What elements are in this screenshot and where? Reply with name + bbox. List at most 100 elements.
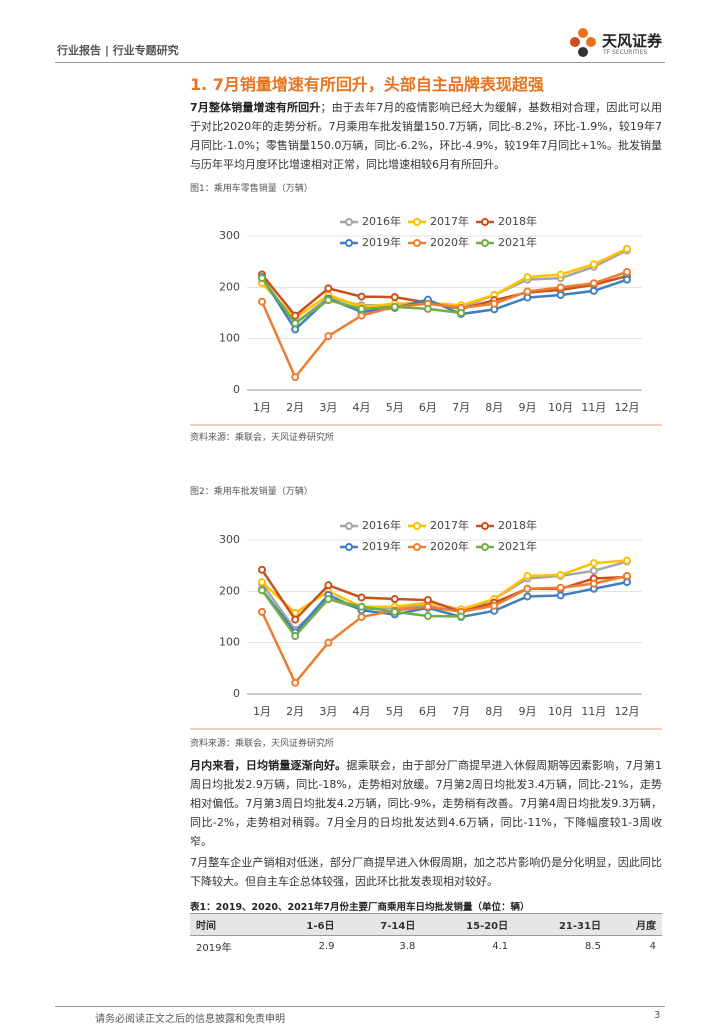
data-point xyxy=(291,373,300,382)
table-cell: 4.1 xyxy=(492,941,509,952)
data-point xyxy=(258,607,266,616)
data-point xyxy=(324,638,333,647)
legend-label: 2021年 xyxy=(498,539,537,553)
data-point xyxy=(589,559,598,568)
legend-label: 2019年 xyxy=(362,235,401,249)
x-tick-label: 8月 xyxy=(485,401,503,414)
data-point xyxy=(423,596,432,605)
legend-label: 2018年 xyxy=(498,518,537,532)
x-tick-label: 10月 xyxy=(548,705,573,718)
para-text: 7月整车企业产销相对低迷，部分厂商提早进入休假周期，加之芯片影响仍是分化明显，因… xyxy=(190,856,662,888)
section-title: 1. 7月销量增速有所回升，头部自主品牌表现超强 xyxy=(190,75,544,94)
table-cell: 月度 xyxy=(636,921,656,932)
table-cell: 15-20日 xyxy=(466,921,509,932)
chart: 0 100 200 300 1月 2月 3月 4月 5月 6月 7月 8月 9月 10月 11月 12月 201… xyxy=(190,518,662,730)
legend-swatch xyxy=(413,239,421,247)
data-point xyxy=(589,286,598,295)
x-tick-label: 12月 xyxy=(615,401,640,414)
data-point xyxy=(357,593,366,602)
footer-rule xyxy=(55,1006,665,1007)
y-tick-label: 200 xyxy=(219,280,240,293)
x-tick-label: 12月 xyxy=(615,705,640,718)
table-cell: 2019年 xyxy=(196,943,232,954)
header-rule xyxy=(55,62,665,63)
data-point xyxy=(324,581,333,590)
data-point xyxy=(291,325,300,334)
data-point xyxy=(523,273,532,282)
figure-caption: 图1：乘用车零售销量（万辆） xyxy=(190,184,313,194)
data-point xyxy=(258,565,266,574)
data-point xyxy=(623,571,631,580)
legend-label: 2017年 xyxy=(430,518,469,532)
data-point xyxy=(556,583,565,592)
x-tick-label: 7月 xyxy=(452,401,470,414)
table-cell: 8.5 xyxy=(585,941,601,952)
data-point xyxy=(258,297,266,306)
table-cell: 时间 xyxy=(196,921,216,932)
table-caption: 表1：2019、2020、2021年7月份主要厂商乘用车日均批发销量（单位：辆） xyxy=(190,902,530,913)
data-point xyxy=(589,260,598,269)
data-point xyxy=(623,275,631,284)
logo-en: TF SECURITIES xyxy=(603,49,648,56)
legend-swatch xyxy=(413,522,421,530)
x-tick-label: 10月 xyxy=(548,401,573,414)
data-point xyxy=(623,578,631,587)
table-header: 时间 1-6日 7-14日 15-20日 21-31日 月度 xyxy=(190,913,662,936)
table-cell: 21-31日 xyxy=(558,921,601,932)
data-point xyxy=(490,601,499,610)
x-tick-label: 6月 xyxy=(419,401,437,414)
logo-name: 天风证券 xyxy=(602,32,663,50)
data-point xyxy=(623,267,631,276)
report-subtype: 行业专题研究 xyxy=(112,44,179,57)
series-line xyxy=(261,247,628,320)
series-line xyxy=(260,270,628,380)
data-point xyxy=(258,274,266,283)
table-cell: 3.8 xyxy=(399,941,416,952)
legend-label: 2016年 xyxy=(362,518,401,532)
y-tick-label: 0 xyxy=(233,383,240,396)
para-lead: 7月整体销量增速有所回升 xyxy=(190,101,321,114)
legend-swatch xyxy=(481,218,489,226)
legend-label: 2020年 xyxy=(430,235,469,249)
data-point xyxy=(390,293,399,302)
x-tick-label: 8月 xyxy=(485,705,503,718)
x-tick-label: 1月 xyxy=(253,401,271,414)
data-point xyxy=(556,291,565,300)
y-tick-label: 300 xyxy=(219,533,240,546)
header: 行业报告 | 行业专题研究 xyxy=(57,44,179,57)
data-point xyxy=(291,311,300,320)
data-point xyxy=(523,293,532,302)
data-point xyxy=(556,570,565,579)
data-point xyxy=(357,304,366,313)
x-tick-label: 9月 xyxy=(518,705,536,718)
y-tick-label: 300 xyxy=(219,229,240,242)
legend-swatch xyxy=(481,543,489,551)
legend-label: 2017年 xyxy=(430,214,469,228)
x-tick-label: 1月 xyxy=(253,705,271,718)
data-point xyxy=(390,595,399,604)
data-point xyxy=(457,612,466,621)
x-tick-label: 7月 xyxy=(452,705,470,718)
series-line xyxy=(260,574,628,686)
table-row: 2019年 2.9 3.8 4.1 8.5 4 xyxy=(190,935,662,958)
data-point xyxy=(390,302,399,311)
y-tick-label: 0 xyxy=(233,687,240,700)
legend-swatch xyxy=(413,543,421,551)
data-point xyxy=(324,332,333,341)
data-point xyxy=(324,284,333,293)
data-point xyxy=(523,592,532,601)
data-point xyxy=(457,309,466,317)
y-tick-label: 100 xyxy=(219,636,240,649)
series-line xyxy=(261,580,628,635)
legend-swatch xyxy=(345,218,353,226)
para-lead: 月内来看，日均销量逐渐向好。 xyxy=(190,759,347,772)
x-tick-label: 4月 xyxy=(353,705,371,718)
data-point xyxy=(258,578,266,587)
data-point xyxy=(623,556,631,565)
y-tick-label: 100 xyxy=(219,332,240,345)
legend-label: 2021年 xyxy=(498,235,537,249)
para-text: 据乘联会，由于部分厂商提早进入休假周期等因素影响，7月第1周日均批发2.9万辆，… xyxy=(190,759,663,848)
legend-label: 2019年 xyxy=(362,539,401,553)
x-tick-label: 4月 xyxy=(353,401,371,414)
para-text: ；由于去年7月的疫情影响已经大为缓解，基数相对合理，因此可以用于对比2020年的… xyxy=(190,101,662,171)
